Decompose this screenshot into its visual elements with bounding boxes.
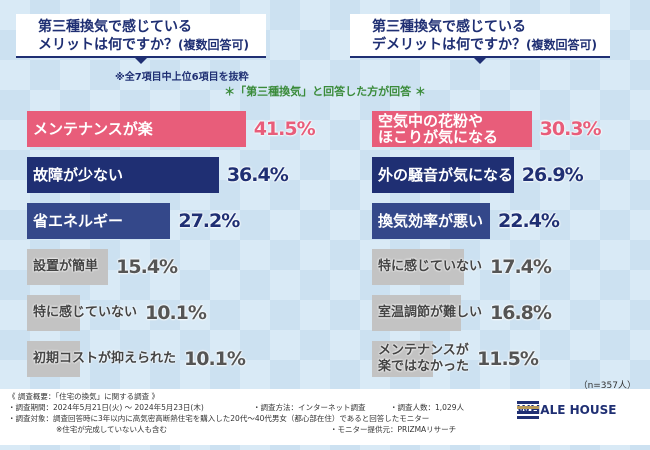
bar-label: 特に感じていない	[378, 249, 482, 285]
survey-target-note: ※住宅が完成していない人も含む	[56, 425, 168, 434]
bar	[27, 341, 81, 377]
merit-question-suffix: (複数回答可)	[178, 38, 249, 52]
demerit-question-line1: 第三種換気で感じている	[372, 19, 526, 35]
bar	[372, 111, 532, 147]
bar-label-line: 空気中の花粉や	[378, 112, 484, 130]
bar	[27, 249, 109, 285]
merit-question-line2: メリットは何ですか？	[38, 37, 178, 53]
bar-label: 初期コストが抑えられた	[33, 351, 177, 366]
demerit-question-line2: デメリットは何ですか？	[372, 37, 526, 53]
bar-label: 外の騒音が気になる	[378, 157, 513, 193]
bar	[27, 295, 81, 331]
survey-period: ・調査期間：2024年5月21日(火) ～ 2024年5月23日(木)	[8, 403, 204, 412]
bar-label: 故障が少ない	[33, 166, 124, 184]
value-label: 15.4%	[116, 256, 178, 278]
value-label: 36.4%	[226, 164, 289, 186]
bar	[372, 341, 433, 377]
demerit-question-suffix: (複数回答可)	[526, 38, 597, 52]
respondent-condition: ＊「第三種換気」と回答した方が回答 ＊	[224, 85, 426, 98]
survey-count: ・調査人数：1,029人	[390, 403, 464, 412]
bar-label: メンテナンスが 楽ではなかった	[378, 341, 469, 377]
bar-label: 換気効率が悪い	[378, 203, 483, 239]
demerit-question-box: 第三種換気で感じている デメリットは何ですか？(複数回答可)	[350, 14, 610, 64]
whale-house-logo: WHALE HOUSE	[517, 401, 617, 419]
value-label: 30.3%	[539, 118, 602, 140]
value-label: 10.1%	[184, 348, 246, 370]
merit-question-box: 第三種換気で感じている メリットは何ですか？(複数回答可)	[16, 14, 266, 64]
survey-target: ・調査対象：調査回答時に3年以内に高気密高断熱住宅を購入した20代～40代男女（…	[8, 414, 430, 423]
value-label: 10.1%	[145, 302, 207, 324]
value-label: 22.4%	[498, 210, 560, 232]
bar	[372, 203, 491, 239]
merit-question-line1: 第三種換気で感じている	[38, 19, 192, 35]
survey-provider: ・モニター提供元：PRIZMAリサーチ	[330, 425, 457, 434]
bar-label: 室温調節が難しい	[378, 295, 482, 331]
value-label: 41.5%	[253, 118, 316, 140]
bar	[372, 157, 514, 193]
value-label: 11.5%	[477, 348, 539, 370]
bar	[372, 295, 461, 331]
bar-label-line: 換気効率が悪い	[378, 212, 484, 230]
logo-text: WHALE HOUSE	[517, 403, 617, 417]
survey-summary: 《 調査概要：「住宅の換気」に関する調査 》	[8, 392, 160, 401]
bar-label-line: メンテナンスが	[378, 343, 469, 358]
bar-label: 省エネルギー	[33, 212, 124, 230]
bar	[27, 111, 246, 147]
bar-label-line: 室温調節が難しい	[378, 305, 483, 320]
bar-label-line: 特に感じていない	[378, 259, 483, 274]
value-label: 17.4%	[490, 256, 552, 278]
sample-size: （n=357人）	[578, 381, 636, 391]
bar-label: 設置が簡単	[33, 259, 99, 274]
value-label: 16.8%	[490, 302, 552, 324]
bar-label: 空気中の花粉や ほこりが気になる	[378, 111, 498, 147]
pointer-triangle	[473, 57, 487, 64]
survey-footer: 《 調査概要：「住宅の換気」に関する調査 》 ・調査期間：2024年5月21日(…	[0, 389, 650, 445]
value-label: 27.2%	[178, 210, 240, 232]
bar	[372, 249, 464, 285]
bar-label-line: ほこりが気になる	[378, 128, 499, 146]
survey-method: ・調査方法：インターネット調査	[253, 403, 366, 412]
bar-label-line: 外の騒音が気になる	[378, 166, 514, 184]
bar-label-line: 楽ではなかった	[378, 359, 470, 374]
pointer-triangle	[134, 57, 148, 64]
value-label: 26.9%	[521, 164, 584, 186]
bar	[27, 157, 219, 193]
bar-label: 特に感じていない	[33, 305, 138, 320]
extraction-note: ※全7項目中上位6項目を抜粋	[115, 72, 249, 83]
bar	[27, 203, 171, 239]
bar-label: メンテナンスが楽	[33, 120, 153, 138]
logo-mark-icon	[517, 401, 539, 419]
